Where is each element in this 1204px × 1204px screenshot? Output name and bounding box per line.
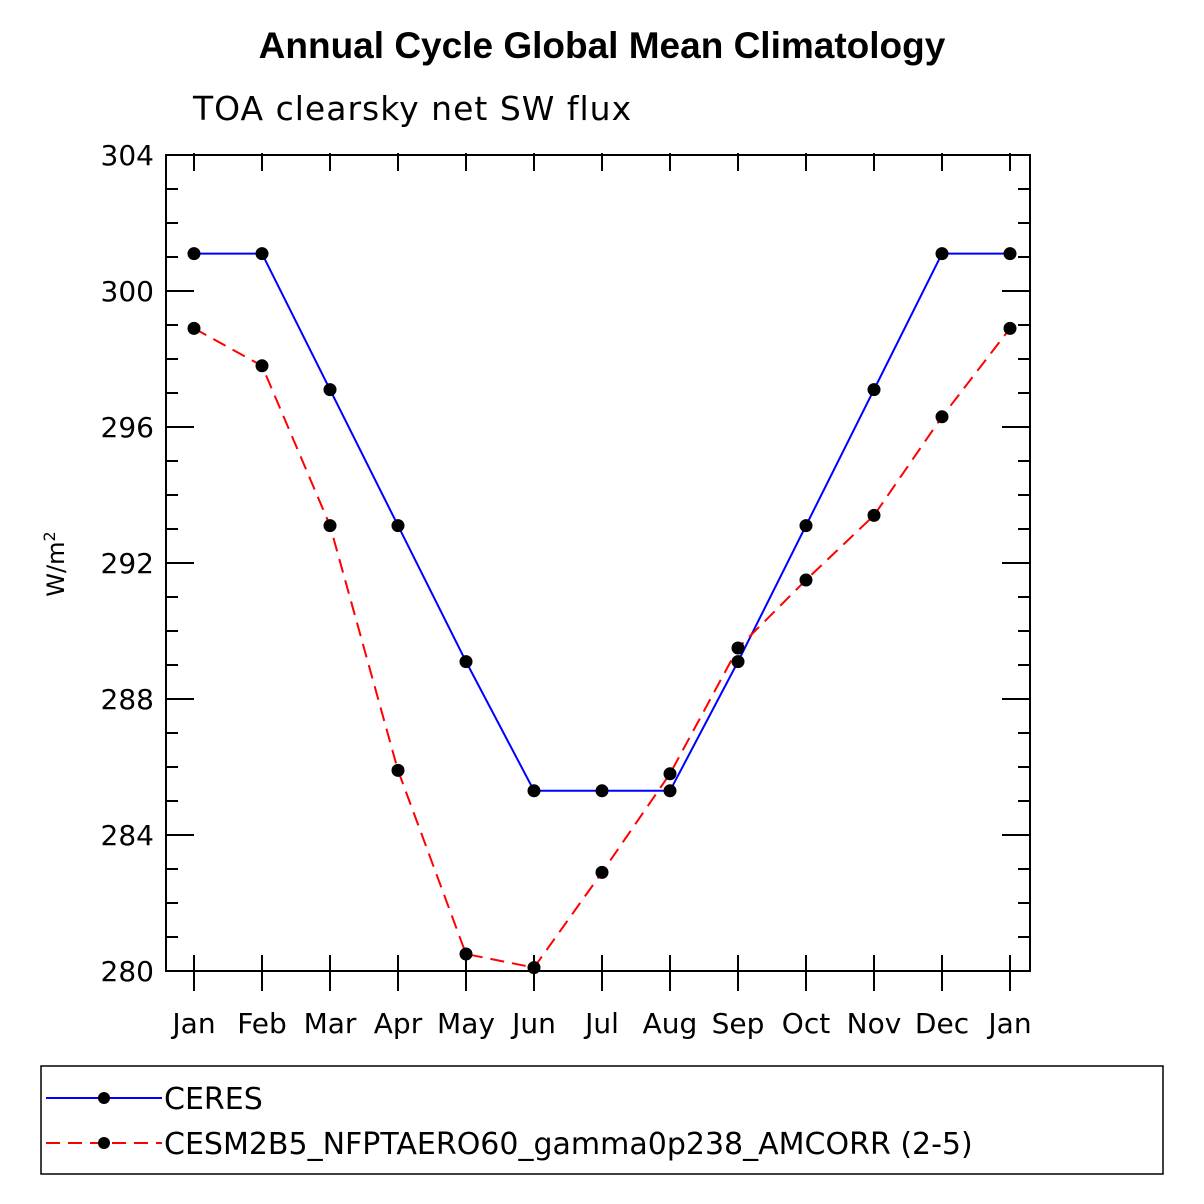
x-tick-label: Sep: [712, 1007, 765, 1040]
x-tick-label: Jun: [510, 1007, 556, 1040]
x-tick-label: Dec: [915, 1007, 969, 1040]
chart-subtitle: TOA clearsky net SW flux: [192, 89, 632, 128]
legend-model-label: CESM2B5_NFPTAERO60_gamma0p238_AMCORR (2-…: [164, 1127, 973, 1162]
series-0-point: [595, 784, 609, 798]
series-0-point: [255, 247, 269, 261]
series-1-point: [663, 767, 677, 781]
series-0-point: [1003, 247, 1017, 261]
series-1-point: [459, 947, 473, 961]
x-tick-label: May: [437, 1007, 495, 1040]
series-0-point: [323, 383, 337, 397]
legend-ceres-label: CERES: [164, 1082, 263, 1117]
x-tick-label: Jan: [170, 1007, 215, 1040]
legend-ceres-marker: [98, 1092, 110, 1104]
series-1-point: [935, 410, 949, 424]
y-axis-label: W/m2: [40, 531, 70, 596]
series-1-point: [731, 641, 745, 655]
series-1-point: [323, 519, 337, 533]
series-1-point: [1003, 321, 1017, 335]
x-tick-label: Mar: [304, 1007, 357, 1040]
y-tick-label: 288: [101, 683, 154, 716]
x-tick-label: Apr: [374, 1007, 423, 1040]
series-0-point: [663, 784, 677, 798]
x-tick-label: Aug: [643, 1007, 698, 1040]
series-0-point: [459, 655, 473, 669]
legend-model-marker: [98, 1137, 110, 1149]
chart-title: Annual Cycle Global Mean Climatology: [259, 25, 946, 66]
series-1-point: [391, 763, 405, 777]
legend-box: [40, 1065, 1164, 1175]
series-1-point: [527, 961, 541, 975]
x-tick-label: Feb: [237, 1007, 287, 1040]
x-tick-label: Jul: [583, 1007, 619, 1040]
plot-frame: [165, 154, 1031, 972]
y-tick-label: 280: [101, 955, 154, 988]
series-0-point: [391, 519, 405, 533]
series-line-0: [194, 252, 1010, 792]
y-axis-label-exponent: 2: [40, 531, 59, 541]
y-tick-label: 284: [101, 819, 154, 852]
legend: CERES CESM2B5_NFPTAERO60_gamma0p238_AMCO…: [40, 1065, 1164, 1175]
x-tick-label: Nov: [847, 1007, 902, 1040]
series-0-point: [867, 383, 881, 397]
x-tick-label: Jan: [986, 1007, 1031, 1040]
series-0-point: [935, 247, 949, 261]
series-1-point: [187, 321, 201, 335]
y-tick-label: 300: [101, 275, 154, 308]
series-0-point: [731, 655, 745, 669]
y-tick-label: 292: [101, 547, 154, 580]
series-1-point: [867, 508, 881, 522]
series-1-point: [595, 865, 609, 879]
series-1-point: [799, 573, 813, 587]
y-axis-label-base: W/m: [42, 541, 70, 596]
y-tick-label: 304: [101, 139, 154, 172]
plot-area: 280 284 288 292 296 300 304 Jan Feb Mar Apr May Jun J…: [101, 139, 1032, 1040]
series-0-point: [799, 519, 813, 533]
y-tick-label: 296: [101, 411, 154, 444]
x-tick-label: Oct: [782, 1007, 830, 1040]
series-0-point: [527, 784, 541, 798]
series-1-point: [255, 359, 269, 373]
series-0-point: [187, 247, 201, 261]
